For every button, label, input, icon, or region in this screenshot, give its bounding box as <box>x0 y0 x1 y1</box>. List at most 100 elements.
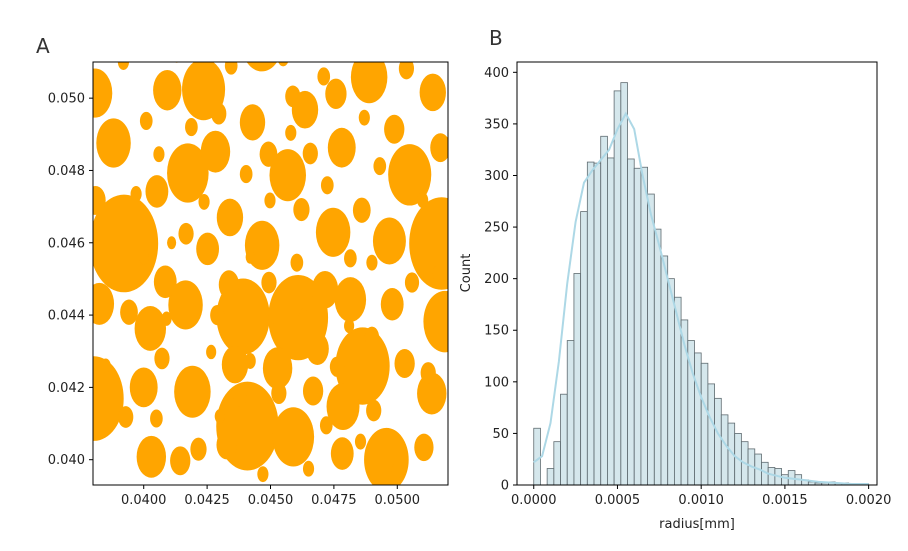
particle <box>391 462 403 479</box>
particle <box>153 69 182 111</box>
histogram-bar <box>593 162 602 486</box>
particle <box>206 344 217 360</box>
particle <box>167 236 177 250</box>
particle <box>93 68 113 118</box>
particle <box>138 250 149 265</box>
particle <box>417 192 429 209</box>
particle <box>139 111 153 130</box>
panel-a-axes: 0.0400 0.0425 0.0450 0.0475 0.0500 0.040 0.042… <box>48 92 420 508</box>
particle <box>210 304 225 326</box>
y-tick-label: 100 <box>484 375 509 390</box>
particle <box>129 367 158 408</box>
histogram-bar <box>573 273 582 486</box>
particle <box>200 130 231 173</box>
particle <box>330 437 354 470</box>
panel-b-axes: 0.0000 0.0005 0.0010 0.0015 0.0020 0 50 100 150 2… <box>484 66 891 508</box>
panel-a-label: A <box>36 34 50 58</box>
histogram-bar <box>560 393 568 486</box>
y-tick-label: 0.046 <box>48 236 85 251</box>
particle <box>388 144 432 206</box>
x-tick-label: 0.0005 <box>595 493 641 508</box>
y-tick-label: 200 <box>484 272 509 287</box>
particle <box>315 207 351 257</box>
particle <box>373 157 387 176</box>
particle <box>278 62 289 67</box>
particle <box>196 232 220 266</box>
particle <box>306 332 329 365</box>
particle <box>93 356 124 441</box>
particle <box>161 311 172 326</box>
particle <box>334 277 367 322</box>
histogram-bar <box>553 441 561 486</box>
particle <box>386 35 399 53</box>
histogram-bar <box>533 427 541 486</box>
particle <box>317 67 331 86</box>
y-tick-label: 50 <box>492 427 509 442</box>
y-tick-label: 0.050 <box>48 92 85 107</box>
x-tick-label: 0.0400 <box>121 493 167 508</box>
particle <box>293 197 310 222</box>
particle <box>93 186 106 215</box>
particle <box>271 323 281 337</box>
particle <box>417 372 447 415</box>
particle <box>269 149 306 202</box>
particle <box>414 433 434 462</box>
histogram-bar <box>720 414 729 486</box>
particle <box>364 326 380 347</box>
y-tick-label: 300 <box>484 169 509 184</box>
particle <box>174 365 211 418</box>
particle <box>326 383 360 431</box>
x-tick-label: 0.0475 <box>311 493 357 508</box>
x-tick-label: 0.0000 <box>511 493 557 508</box>
histogram-bar <box>586 161 595 486</box>
particle <box>134 306 167 351</box>
particle <box>298 308 309 322</box>
histogram-bar <box>767 467 776 486</box>
histogram-bar <box>653 228 662 486</box>
x-tick-label: 0.0500 <box>375 493 421 508</box>
particle <box>96 118 131 168</box>
particle <box>211 102 227 125</box>
panel-b-frame <box>516 61 878 486</box>
histogram-bar <box>580 211 588 486</box>
x-tick-label: 0.0020 <box>846 493 892 508</box>
histogram-bar <box>640 166 649 486</box>
x-tick-label: 0.0010 <box>678 493 724 508</box>
particle <box>380 287 404 321</box>
particle <box>320 176 334 195</box>
kde-curve <box>533 111 869 485</box>
particle <box>325 78 347 109</box>
particle <box>285 85 301 108</box>
particle <box>218 270 240 300</box>
particle <box>244 353 256 369</box>
panel-b-label: B <box>489 26 503 50</box>
particle <box>398 62 415 80</box>
particle <box>366 254 378 271</box>
particle <box>261 271 277 294</box>
histogram-bar <box>707 383 715 486</box>
particle <box>423 290 448 353</box>
particle <box>136 435 167 478</box>
x-tick-label: 0.0425 <box>184 493 230 508</box>
particle <box>93 282 115 325</box>
particle <box>117 62 130 70</box>
particle <box>404 272 420 293</box>
particle <box>319 416 333 435</box>
particle <box>174 62 179 63</box>
particle <box>394 349 415 378</box>
particle <box>327 127 356 168</box>
particle <box>419 73 446 112</box>
particle <box>153 146 165 163</box>
particle <box>118 406 134 428</box>
histogram-bar <box>714 397 722 486</box>
y-tick-label: 0.040 <box>48 453 85 468</box>
particle <box>420 362 436 384</box>
histogram-bar <box>620 82 628 486</box>
particle <box>178 222 194 245</box>
particle <box>168 280 203 330</box>
y-tick-label: 0.042 <box>48 381 85 396</box>
histogram-bars <box>533 82 870 486</box>
histogram-bar <box>600 135 608 486</box>
particle <box>239 165 253 184</box>
particle <box>246 62 278 72</box>
